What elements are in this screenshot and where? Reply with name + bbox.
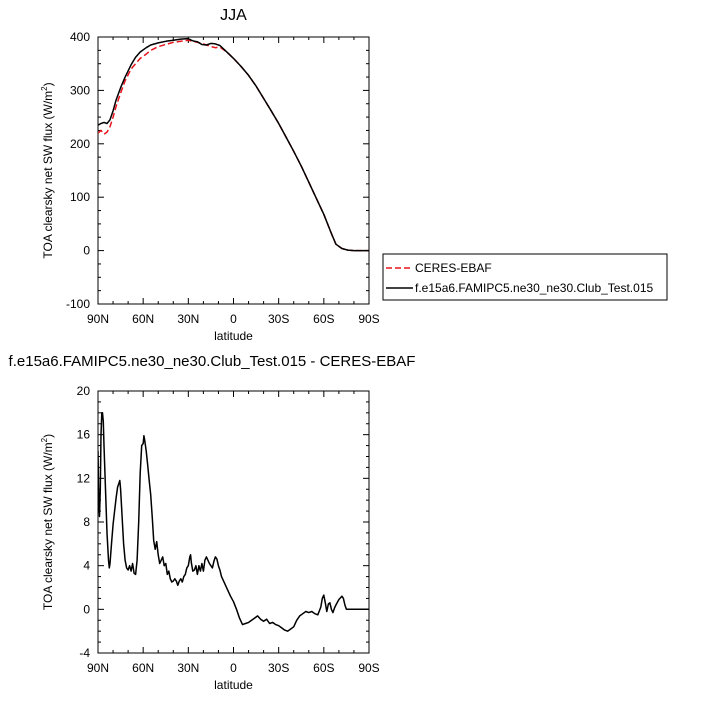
x-axis-label: latitude — [214, 329, 253, 343]
x-tick-label: 90S — [358, 661, 379, 675]
y-axis-label: TOA clearsky net SW flux (W/m2) — [40, 434, 55, 610]
x-tick-label: 60S — [313, 661, 334, 675]
x-tick-label: 0 — [230, 661, 237, 675]
plot-frame — [97, 36, 370, 305]
series-line-1 — [98, 39, 369, 252]
x-axis-label: latitude — [214, 678, 253, 692]
y-tick-label: 400 — [70, 30, 90, 44]
y-tick-label: 300 — [70, 83, 90, 97]
y-tick-label: 4 — [83, 559, 90, 573]
legend-label: f.e15a6.FAMIPC5.ne30_ne30.Club_Test.015 — [415, 281, 653, 295]
x-tick-label: 90S — [358, 312, 379, 326]
x-tick-label: 30N — [177, 661, 199, 675]
y-axis-label: TOA clearsky net SW flux (W/m2) — [40, 82, 55, 258]
x-tick-label: 60N — [132, 312, 154, 326]
x-tick-label: 30N — [177, 312, 199, 326]
chart-2: f.e15a6.FAMIPC5.ne30_ne30.Club_Test.015 … — [9, 353, 416, 692]
x-tick-label: 30S — [268, 312, 289, 326]
x-tick-label: 60S — [313, 312, 334, 326]
x-tick-label: 90N — [87, 312, 109, 326]
chart-title: JJA — [220, 7, 247, 24]
x-tick-label: 0 — [230, 312, 237, 326]
series-line-2 — [98, 37, 369, 252]
y-tick-label: -4 — [79, 646, 90, 660]
x-tick-label: 60N — [132, 661, 154, 675]
y-tick-label: 0 — [83, 244, 90, 258]
x-tick-label: 30S — [268, 661, 289, 675]
y-tick-label: 0 — [83, 602, 90, 616]
y-tick-label: 20 — [77, 384, 91, 398]
legend: CERES-EBAF f.e15a6.FAMIPC5.ne30_ne30.Club… — [382, 253, 668, 301]
y-tick-label: 16 — [77, 428, 91, 442]
legend-label: CERES-EBAF — [415, 261, 492, 275]
legend-box — [382, 253, 668, 301]
chart-title: f.e15a6.FAMIPC5.ne30_ne30.Club_Test.015 … — [9, 353, 416, 370]
series-line-1 — [98, 412, 369, 632]
y-tick-label: 8 — [83, 515, 90, 529]
x-tick-label: 90N — [87, 661, 109, 675]
y-tick-label: 200 — [70, 137, 90, 151]
chart-1: JJA 90N 60N 30N 0 30S 60S 90S -100 0 100 200 300 400 l… — [40, 7, 668, 343]
y-tick-label: -100 — [66, 297, 90, 311]
y-tick-label: 12 — [77, 471, 91, 485]
y-tick-label: 100 — [70, 190, 90, 204]
